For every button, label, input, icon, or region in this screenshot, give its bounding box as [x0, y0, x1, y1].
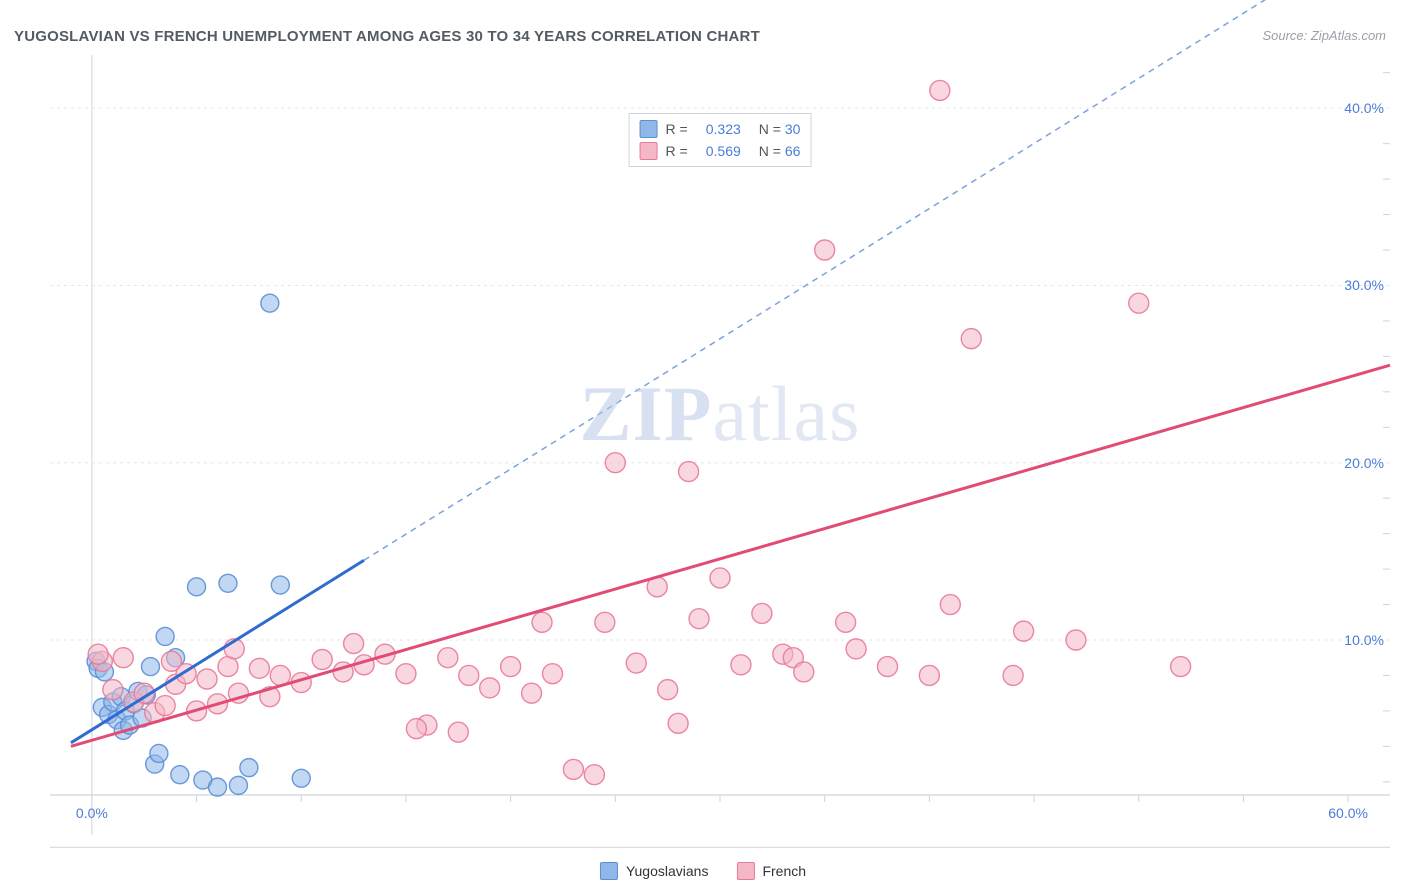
legend-swatch [736, 862, 754, 880]
y-tick-label: 30.0% [1344, 277, 1384, 293]
data-point [1129, 293, 1149, 313]
data-point [930, 80, 950, 100]
data-point [113, 648, 133, 668]
data-point [679, 462, 699, 482]
data-point [501, 657, 521, 677]
data-point [312, 650, 332, 670]
data-point [961, 329, 981, 349]
data-point [229, 776, 247, 794]
data-point [155, 696, 175, 716]
legend-row: R = 0.569 N = 66 [640, 140, 801, 162]
legend-n-value: 66 [785, 143, 801, 159]
data-point [480, 678, 500, 698]
data-point [522, 683, 542, 703]
legend-r-label: R = [666, 143, 688, 159]
data-point [794, 662, 814, 682]
legend-n-label: N = [759, 121, 785, 137]
legend-n-value: 30 [785, 121, 801, 137]
data-point [878, 657, 898, 677]
legend-row: R = 0.323 N = 30 [640, 118, 801, 140]
y-tick-label: 20.0% [1344, 455, 1384, 471]
scatter-plot-svg [50, 55, 1390, 835]
y-tick-label: 10.0% [1344, 632, 1384, 648]
y-tick-label: 40.0% [1344, 100, 1384, 116]
source-label: Source: ZipAtlas.com [1262, 28, 1386, 43]
data-point [396, 664, 416, 684]
data-point [658, 680, 678, 700]
legend-r-value: 0.569 [706, 143, 741, 159]
data-point [532, 612, 552, 632]
data-point [1066, 630, 1086, 650]
data-point [731, 655, 751, 675]
legend-swatch [600, 862, 618, 880]
data-point [161, 651, 181, 671]
data-point [584, 765, 604, 785]
data-point [752, 603, 772, 623]
legend-swatch [640, 120, 658, 138]
x-tick-label: 60.0% [1328, 805, 1368, 849]
data-point [563, 759, 583, 779]
data-point [1171, 657, 1191, 677]
data-point [438, 648, 458, 668]
data-point [218, 657, 238, 677]
data-point [292, 769, 310, 787]
data-point [605, 453, 625, 473]
legend-r-label: R = [666, 121, 688, 137]
legend-label: Yugoslavians [626, 863, 709, 879]
data-point [595, 612, 615, 632]
data-point [919, 665, 939, 685]
data-point [1003, 665, 1023, 685]
data-point [448, 722, 468, 742]
data-point [150, 744, 168, 762]
data-point [940, 595, 960, 615]
data-point [209, 778, 227, 796]
legend-swatch [640, 142, 658, 160]
legend-item: Yugoslavians [600, 862, 709, 880]
data-point [249, 658, 269, 678]
data-point [240, 759, 258, 777]
data-point [156, 627, 174, 645]
data-point [197, 669, 217, 689]
data-point [1014, 621, 1034, 641]
legend-item: French [736, 862, 806, 880]
data-point [836, 612, 856, 632]
data-point [88, 644, 108, 664]
data-point [815, 240, 835, 260]
series-legend: Yugoslavians French [600, 862, 806, 880]
x-tick-label: 0.0% [76, 805, 108, 849]
data-point [171, 766, 189, 784]
data-point [846, 639, 866, 659]
chart-container: YUGOSLAVIAN VS FRENCH UNEMPLOYMENT AMONG… [0, 0, 1406, 892]
legend-label: French [762, 863, 806, 879]
data-point [142, 658, 160, 676]
chart-title: YUGOSLAVIAN VS FRENCH UNEMPLOYMENT AMONG… [14, 28, 760, 45]
data-point [668, 713, 688, 733]
data-point [344, 634, 364, 654]
data-point [188, 578, 206, 596]
data-point [710, 568, 730, 588]
data-point [626, 653, 646, 673]
data-point [103, 680, 123, 700]
plot-area: ZIPatlas R = 0.323N = 30R = 0.569N = 66 … [50, 55, 1390, 835]
data-point [271, 576, 289, 594]
data-point [261, 294, 279, 312]
data-point [689, 609, 709, 629]
data-point [406, 719, 426, 739]
legend-n-label: N = [759, 143, 785, 159]
data-point [219, 574, 237, 592]
correlation-legend: R = 0.323 N = 30 R = 0.569 N = 66 [629, 113, 812, 167]
data-point [459, 665, 479, 685]
data-point [543, 664, 563, 684]
legend-r-value: 0.323 [706, 121, 741, 137]
